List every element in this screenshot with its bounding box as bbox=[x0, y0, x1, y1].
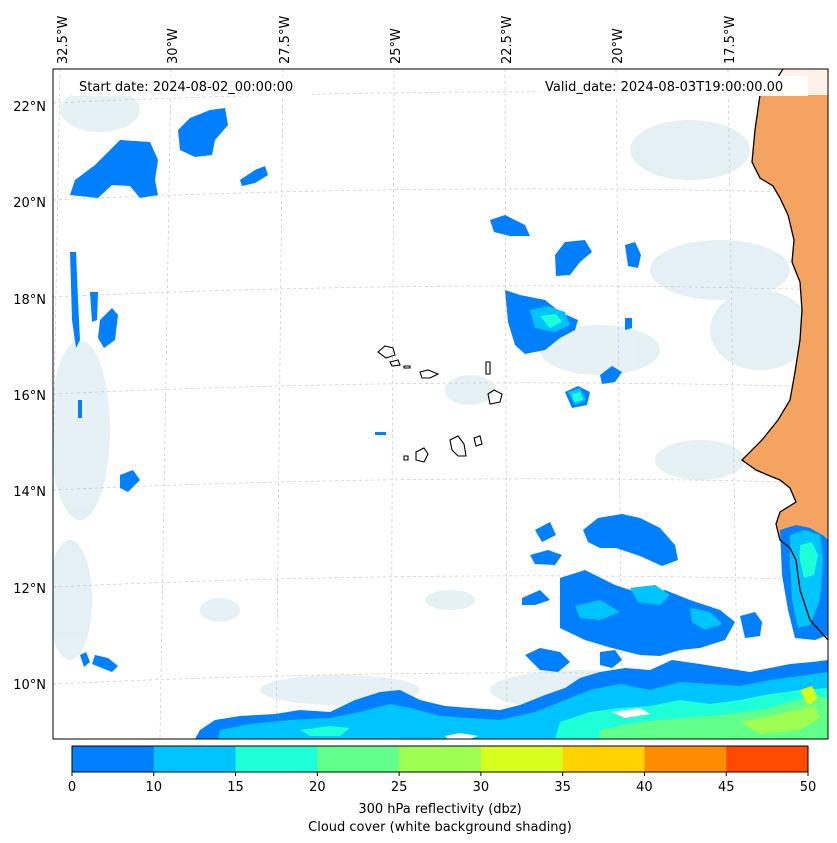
colorbar-segment bbox=[644, 746, 727, 772]
valid-date-box: Valid_date: 2024-08-03T19:00:00.00 bbox=[540, 76, 808, 96]
colorbar-tick-label: 20 bbox=[309, 780, 326, 795]
lon-label-25w: 25°W bbox=[389, 28, 404, 64]
lat-label-12n: 12°N bbox=[13, 582, 46, 597]
reflectivity-25-30 bbox=[740, 706, 820, 734]
colorbar-tick-label: 50 bbox=[800, 780, 817, 795]
start-date-box: Start date: 2024-08-02_00:00:00 bbox=[72, 76, 312, 96]
lat-label-10n: 10°N bbox=[13, 678, 46, 693]
reflectivity-30-35 bbox=[800, 686, 818, 706]
colorbar-segment bbox=[480, 746, 564, 772]
colorbar-segment bbox=[153, 746, 237, 772]
african-coastline bbox=[740, 69, 828, 641]
lon-label-20w: 20°W bbox=[611, 28, 626, 64]
colorbar-segment bbox=[562, 746, 645, 772]
lat-label-22n: 22°N bbox=[13, 100, 46, 115]
lon-label-32-5w: 32.5°W bbox=[56, 16, 71, 64]
lon-label-22-5w: 22.5°W bbox=[500, 16, 515, 64]
longitude-labels: 32.5°W 30°W 27.5°W 25°W 22.5°W 20°W 17.5… bbox=[56, 16, 738, 64]
colorbar-sublabel: Cloud cover (white background shading) bbox=[308, 820, 572, 835]
colorbar-tick-label: 0 bbox=[68, 780, 76, 795]
lon-label-17-5w: 17.5°W bbox=[723, 16, 738, 64]
colorbar-tick-label: 10 bbox=[146, 780, 163, 795]
colorbar-segment bbox=[399, 746, 482, 772]
map-frame bbox=[52, 68, 829, 740]
colorbar-tick-label: 15 bbox=[227, 780, 244, 795]
colorbar-frame bbox=[71, 745, 809, 773]
colorbar-tick-label: 25 bbox=[391, 780, 408, 795]
lat-label-18n: 18°N bbox=[13, 293, 46, 308]
lat-label-14n: 14°N bbox=[13, 485, 46, 500]
lat-label-20n: 20°N bbox=[13, 196, 46, 211]
lon-label-30w: 30°W bbox=[166, 28, 181, 64]
lon-label-27-5w: 27.5°W bbox=[278, 16, 293, 64]
colorbar bbox=[71, 745, 809, 773]
colorbar-label: 300 hPa reflectivity (dbz) bbox=[358, 802, 521, 817]
cloud-cover-shading bbox=[53, 88, 810, 710]
colorbar-segment bbox=[726, 746, 809, 772]
cape-verde-islands bbox=[377, 345, 503, 463]
colorbar-tick-label: 45 bbox=[718, 780, 735, 795]
start-date-text: Start date: 2024-08-02_00:00:00 bbox=[79, 80, 293, 95]
lat-label-16n: 16°N bbox=[13, 389, 46, 404]
colorbar-ticks: 0 10 15 20 25 30 35 40 45 50 bbox=[68, 772, 816, 795]
valid-date-text: Valid_date: 2024-08-03T19:00:00.00 bbox=[545, 80, 783, 95]
colorbar-tick-label: 40 bbox=[636, 780, 653, 795]
africa-dust-land bbox=[742, 69, 828, 640]
latitude-labels: 22°N 20°N 18°N 16°N 14°N 12°N 10°N bbox=[13, 100, 46, 693]
colorbar-segment bbox=[235, 746, 318, 772]
colorbar-tick-label: 30 bbox=[473, 780, 490, 795]
colorbar-tick-label: 35 bbox=[554, 780, 571, 795]
map-area bbox=[53, 69, 828, 739]
colorbar-segment bbox=[317, 746, 400, 772]
colorbar-segment bbox=[72, 746, 155, 772]
